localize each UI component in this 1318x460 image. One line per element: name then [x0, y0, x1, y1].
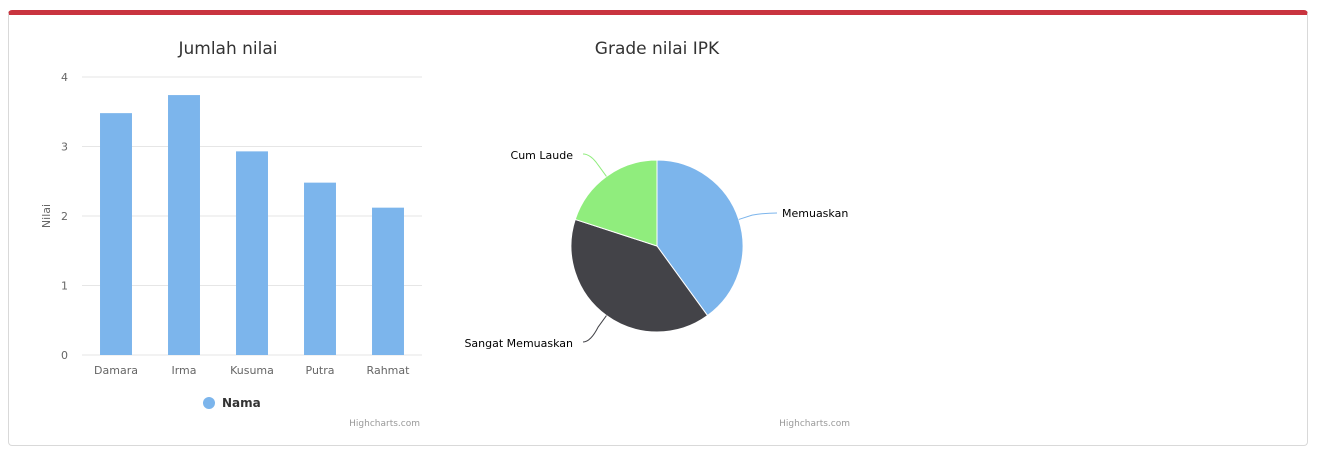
- pie-slice-memuaskan[interactable]: [656, 159, 744, 317]
- x-tick-label: Damara: [94, 364, 138, 377]
- y-tick-label: 0: [61, 349, 68, 362]
- legend-label: Nama: [222, 396, 261, 410]
- bar-chart: Jumlah nilai 0 1 2 3 4 Nilai Damara Irma Kusum…: [40, 39, 422, 429]
- pie-chart-title: Grade nilai IPK: [595, 39, 720, 59]
- bar-irma[interactable]: [168, 95, 200, 355]
- pie-label-sangat-memuaskan: Sangat Memuaskan: [464, 337, 573, 350]
- pie-label-cum-laude: Cum Laude: [511, 149, 574, 162]
- pie-label-connector: [738, 212, 778, 220]
- x-tick-label: Kusuma: [230, 364, 274, 377]
- highcharts-credit[interactable]: Highcharts.com: [349, 419, 420, 429]
- bar-rahmat[interactable]: [372, 207, 404, 355]
- pie-label-connector: [582, 315, 607, 343]
- y-tick-label: 3: [61, 141, 68, 154]
- pie-slice-sangat-memuaskan[interactable]: [570, 218, 709, 333]
- x-tick-label: Rahmat: [367, 364, 411, 377]
- pie-chart: Grade nilai IPK Memuaskan Sangat Memuask…: [464, 39, 850, 429]
- y-tick-label: 4: [61, 71, 68, 84]
- bar-chart-title: Jumlah nilai: [177, 39, 277, 59]
- pie-label-memuaskan: Memuaskan: [782, 207, 848, 220]
- bar-damara[interactable]: [100, 113, 132, 355]
- bar-kusuma[interactable]: [236, 151, 268, 355]
- legend-item-nama[interactable]: Nama: [203, 396, 261, 410]
- y-tick-label: 1: [61, 280, 68, 293]
- pie-label-connector: [582, 153, 607, 177]
- highcharts-credit[interactable]: Highcharts.com: [779, 419, 850, 429]
- bar-putra[interactable]: [304, 182, 336, 355]
- y-axis-title: Nilai: [40, 204, 53, 228]
- x-tick-label: Putra: [306, 364, 335, 377]
- y-tick-label: 2: [61, 210, 68, 223]
- legend-marker: [203, 397, 215, 409]
- x-tick-label: Irma: [171, 364, 196, 377]
